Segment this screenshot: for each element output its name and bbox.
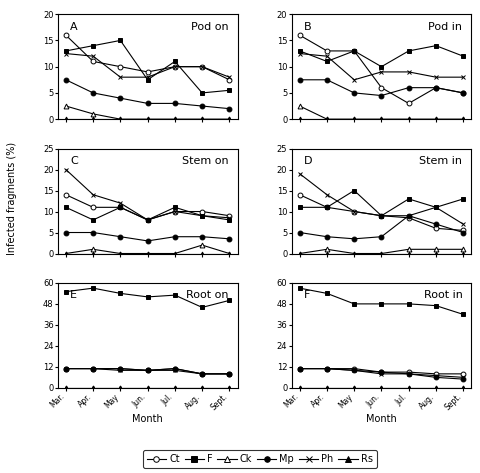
Text: C: C xyxy=(70,156,78,166)
Text: B: B xyxy=(303,22,311,32)
Text: Root on: Root on xyxy=(186,290,228,300)
Text: Infected fragments (%): Infected fragments (%) xyxy=(7,142,17,255)
X-axis label: Month: Month xyxy=(132,414,163,424)
Text: A: A xyxy=(70,22,78,32)
Text: Pod in: Pod in xyxy=(428,22,461,32)
Text: Root in: Root in xyxy=(422,290,461,300)
X-axis label: Month: Month xyxy=(365,414,396,424)
Text: Stem on: Stem on xyxy=(181,156,228,166)
Legend: Ct, F, Ck, Mp, Ph, Rs: Ct, F, Ck, Mp, Ph, Rs xyxy=(143,450,376,468)
Text: Pod on: Pod on xyxy=(191,22,228,32)
Text: D: D xyxy=(303,156,312,166)
Text: F: F xyxy=(303,290,310,300)
Text: E: E xyxy=(70,290,77,300)
Text: Stem in: Stem in xyxy=(419,156,461,166)
